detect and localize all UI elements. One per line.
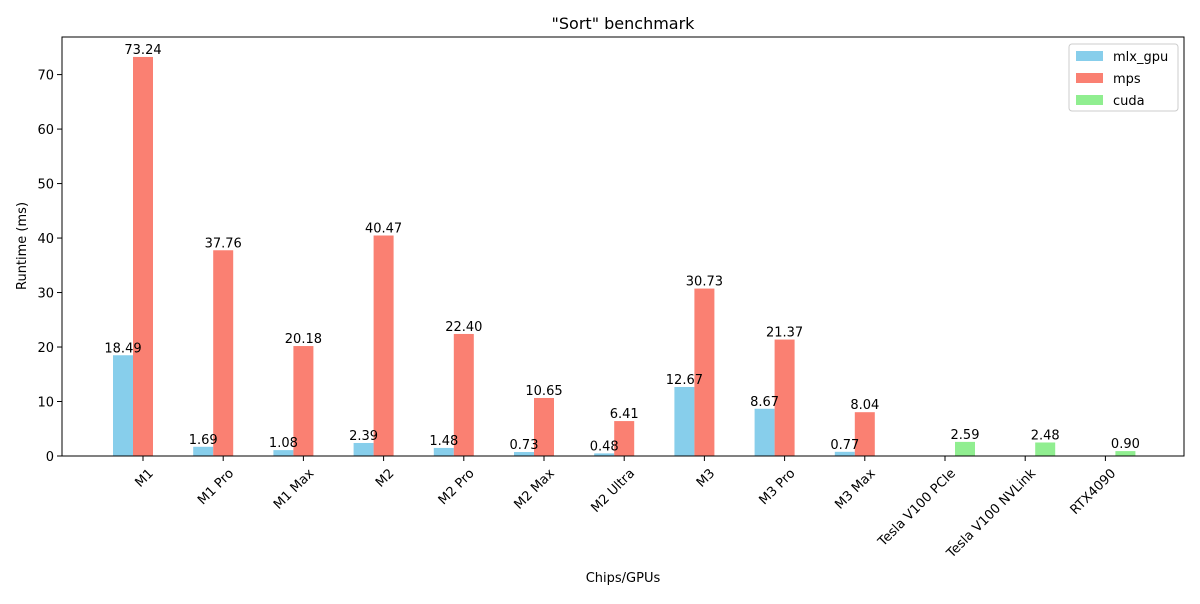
legend-swatch-cuda (1076, 95, 1103, 105)
bar-mlx_gpu (193, 446, 214, 456)
data-label-mlx_gpu: 18.49 (104, 341, 141, 356)
x-tick-label: RTX4090 (1068, 466, 1120, 518)
bar-mps (614, 421, 635, 456)
y-tick-label: 30 (37, 287, 54, 302)
bar-mlx_gpu (353, 442, 374, 456)
data-label-mlx_gpu: 0.73 (510, 438, 539, 453)
bar-mlx_gpu (514, 452, 534, 456)
x-axis: M1 M1 Pro M1 Max M2 M2 Pro M2 Max M2 Ultra M3 M3… (132, 456, 1119, 562)
bar-cuda (1035, 442, 1056, 456)
data-label-mlx_gpu: 0.48 (590, 439, 619, 454)
bar-mps (694, 288, 715, 456)
bar-mlx_gpu (754, 408, 775, 456)
y-tick-label: 60 (37, 123, 54, 138)
y-tick-label: 70 (37, 69, 54, 84)
x-tick-label: Tesla V100 NVLink (943, 466, 1039, 562)
x-tick-label: M2 Max (512, 466, 559, 513)
x-tick-label: M2 Pro (436, 466, 478, 508)
data-labels-layer: 18.49 1.69 1.08 2.39 1.48 0.73 0.48 12.67 8.67 0.… (104, 43, 1139, 454)
bar-mlx_gpu (594, 453, 615, 456)
data-label-mps: 6.41 (610, 407, 639, 422)
data-label-mps: 37.76 (205, 236, 242, 251)
x-axis-label: Chips/GPUs (586, 571, 661, 586)
data-label-mps: 40.47 (365, 221, 402, 236)
legend-label-cuda: cuda (1113, 94, 1145, 109)
data-label-mlx_gpu: 2.39 (349, 429, 378, 444)
bar-cuda (955, 441, 975, 456)
data-label-mlx_gpu: 1.69 (189, 433, 218, 448)
y-tick-label: 40 (37, 232, 54, 247)
bar-mlx_gpu (433, 447, 454, 456)
data-label-mps: 22.40 (445, 320, 482, 335)
data-label-mps: 10.65 (525, 384, 562, 399)
data-label-mps: 20.18 (285, 332, 322, 347)
data-label-mps: 8.04 (850, 398, 879, 413)
bar-mlx_gpu (113, 355, 133, 456)
legend-swatch-mps (1076, 73, 1103, 83)
x-tick-label: M1 Max (271, 466, 318, 513)
bar-mlx_gpu (834, 451, 855, 456)
x-tick-label: M2 Ultra (588, 466, 638, 516)
data-label-cuda: 0.90 (1111, 437, 1140, 452)
legend-label-mlx_gpu: mlx_gpu (1113, 50, 1168, 65)
bar-mlx_gpu (273, 450, 294, 456)
bars-layer (113, 56, 1136, 456)
data-label-mps: 30.73 (686, 275, 723, 290)
plot-frame (61, 36, 1185, 457)
bar-mps (293, 346, 314, 456)
data-label-cuda: 2.59 (951, 428, 980, 443)
bar-mps (213, 250, 234, 456)
x-tick-label: Tesla V100 PCIe (875, 466, 959, 550)
y-axis: 0 10 20 30 40 50 60 70 (37, 69, 62, 465)
bar-mps (373, 235, 394, 456)
data-label-mlx_gpu: 0.77 (830, 438, 859, 453)
x-tick-label: M3 (694, 466, 718, 490)
bar-mps (534, 397, 554, 456)
bar-cuda (1115, 451, 1136, 456)
y-axis-label: Runtime (ms) (15, 202, 30, 290)
x-tick-label: M3 Pro (757, 466, 799, 508)
bar-mps (453, 333, 474, 456)
x-tick-label: M1 (132, 466, 156, 490)
y-tick-label: 20 (37, 341, 54, 356)
legend-swatch-mlx_gpu (1076, 51, 1103, 61)
x-tick-label: M1 Pro (195, 466, 237, 508)
data-label-mps: 21.37 (766, 326, 803, 341)
bar-mps (133, 56, 153, 456)
data-label-mps: 73.24 (124, 43, 161, 58)
data-label-mlx_gpu: 12.67 (666, 373, 703, 388)
x-tick-label: M3 Max (832, 466, 879, 513)
y-tick-label: 0 (46, 450, 54, 465)
bar-mps (774, 339, 795, 456)
y-tick-label: 50 (37, 178, 54, 193)
legend-label-mps: mps (1113, 72, 1141, 87)
data-label-mlx_gpu: 1.48 (429, 434, 458, 449)
chart-title: "Sort" benchmark (552, 14, 696, 33)
data-label-mlx_gpu: 1.08 (269, 436, 298, 451)
data-label-mlx_gpu: 8.67 (750, 395, 779, 410)
data-label-cuda: 2.48 (1031, 428, 1060, 443)
bar-mlx_gpu (674, 386, 695, 456)
y-tick-label: 10 (37, 396, 54, 411)
bar-mps (854, 412, 875, 456)
x-tick-label: M2 (373, 466, 397, 490)
